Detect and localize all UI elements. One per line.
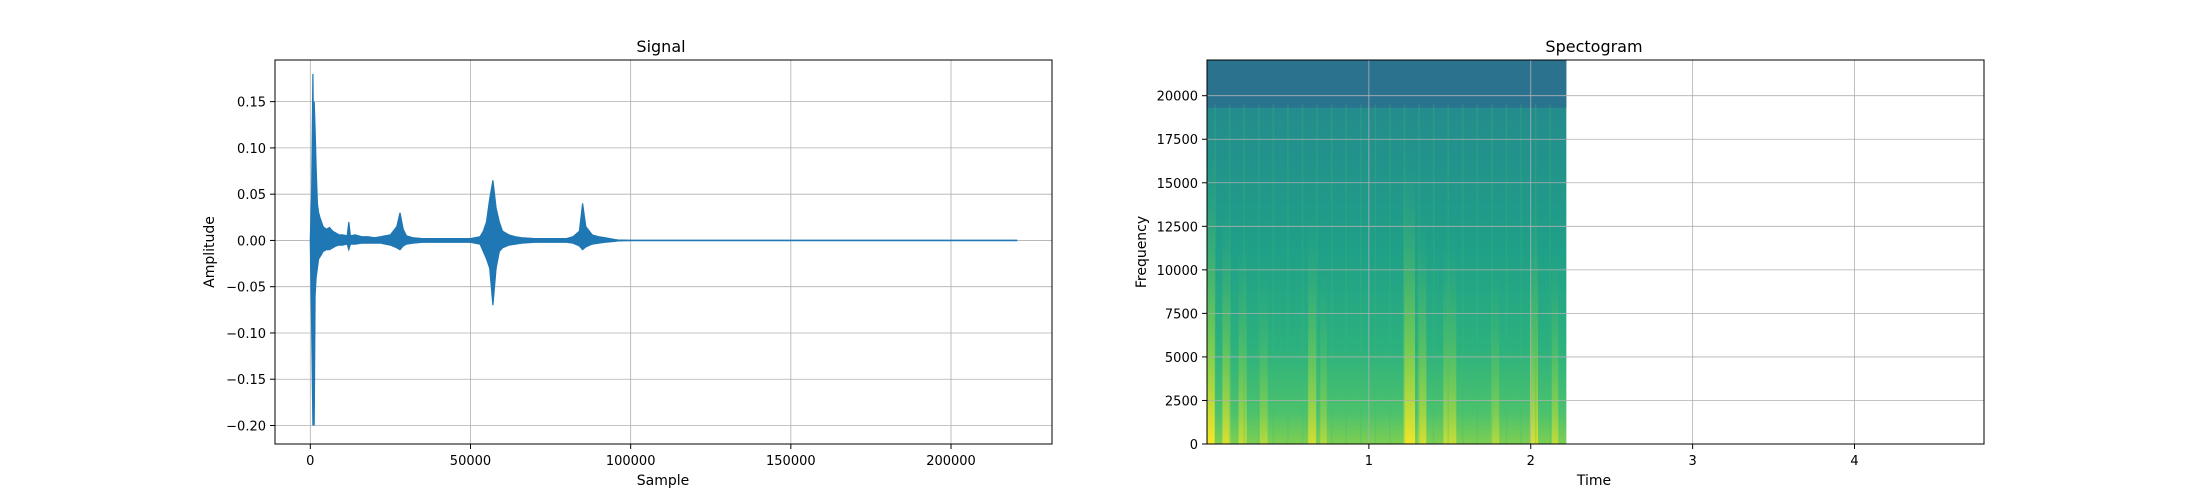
spectrogram-y-tick-label: 12500 bbox=[1157, 220, 1198, 235]
spectrogram-energy-column bbox=[1551, 231, 1559, 444]
spectrogram-energy-column bbox=[1403, 147, 1416, 444]
signal-y-tick-label: 0.10 bbox=[237, 142, 266, 157]
spectrogram-image bbox=[1207, 60, 1567, 444]
spectrogram-x-label: Time bbox=[1576, 473, 1611, 489]
signal-y-tick-label: 0.15 bbox=[237, 96, 266, 111]
spectrogram-y-tick-label: 7500 bbox=[1165, 307, 1198, 322]
spectrogram-y-tick-label: 15000 bbox=[1157, 177, 1198, 192]
spectrogram-energy-column bbox=[1491, 252, 1500, 444]
signal-y-tick-label: 0.00 bbox=[237, 234, 266, 249]
spectrogram-axes-frame bbox=[1206, 59, 1985, 445]
spectrogram-energy-column bbox=[1259, 252, 1268, 444]
spectrogram-energy-column bbox=[1418, 200, 1427, 444]
signal-y-tick-label: −0.05 bbox=[226, 281, 266, 296]
spectrogram-energy-column bbox=[1529, 189, 1539, 444]
spectrogram-energy-column bbox=[1320, 252, 1327, 444]
spectrogram-y-tick-label: 17500 bbox=[1157, 133, 1198, 148]
signal-title: Signal bbox=[636, 37, 685, 56]
spectrogram-title: Spectogram bbox=[1545, 37, 1642, 56]
signal-x-tick-label: 100000 bbox=[606, 454, 656, 469]
spectrogram-y-tick-label: 2500 bbox=[1165, 394, 1198, 409]
spectrogram-x-ticks: 1 2 3 4 bbox=[1365, 444, 1859, 469]
signal-x-tick-label: 200000 bbox=[926, 454, 976, 469]
spectrogram-x-tick-label: 2 bbox=[1527, 454, 1535, 469]
spectrogram-x-tick-label: 3 bbox=[1688, 454, 1696, 469]
spectrogram-energy-column bbox=[1443, 221, 1457, 444]
signal-axes-frame bbox=[274, 59, 1053, 445]
signal-y-label: Amplitude bbox=[202, 216, 218, 288]
signal-y-ticks: −0.20 −0.15 −0.10 −0.05 0.00 0.05 0.10 0.15 bbox=[226, 96, 275, 434]
signal-waveform bbox=[309, 73, 1018, 426]
signal-x-tick-label: 0 bbox=[306, 454, 314, 469]
spectrogram-y-tick-label: 20000 bbox=[1157, 90, 1198, 105]
signal-y-tick-label: −0.20 bbox=[226, 419, 266, 434]
signal-y-tick-label: −0.15 bbox=[226, 373, 266, 388]
spectrogram-y-tick-label: 0 bbox=[1190, 438, 1198, 453]
signal-panel: Signal 0 50000 100000 150000 200000 −0.20−0.… bbox=[202, 37, 1053, 489]
spectrogram-y-ticks: 0 2500 5000 7500 10000 12500 15000 17500 20000 bbox=[1157, 90, 1207, 453]
signal-x-tick-label: 150000 bbox=[766, 454, 816, 469]
spectrogram-x-tick-label: 4 bbox=[1850, 454, 1858, 469]
spectrogram-top-band bbox=[1207, 60, 1567, 108]
signal-x-label: Sample bbox=[637, 473, 690, 489]
signal-y-tick-label: 0.05 bbox=[237, 188, 266, 203]
spectrogram-energy-column bbox=[1308, 200, 1317, 444]
spectrogram-energy-column bbox=[1222, 189, 1231, 444]
signal-x-tick-label: 50000 bbox=[450, 454, 491, 469]
signal-y-tick-label: −0.10 bbox=[226, 327, 266, 342]
spectrogram-x-tick-label: 1 bbox=[1365, 454, 1373, 469]
spectrogram-y-tick-label: 5000 bbox=[1165, 351, 1198, 366]
spectrogram-y-label: Frequency bbox=[1134, 216, 1150, 288]
spectrogram-energy-column bbox=[1207, 136, 1216, 444]
spectrogram-y-tick-label: 10000 bbox=[1157, 264, 1198, 279]
signal-x-ticks: 0 50000 100000 150000 200000 bbox=[306, 444, 976, 469]
spectrogram-energy-column bbox=[1238, 221, 1247, 444]
spectrogram-panel: Spectogram 1 2 3 4 bbox=[1134, 37, 1985, 489]
